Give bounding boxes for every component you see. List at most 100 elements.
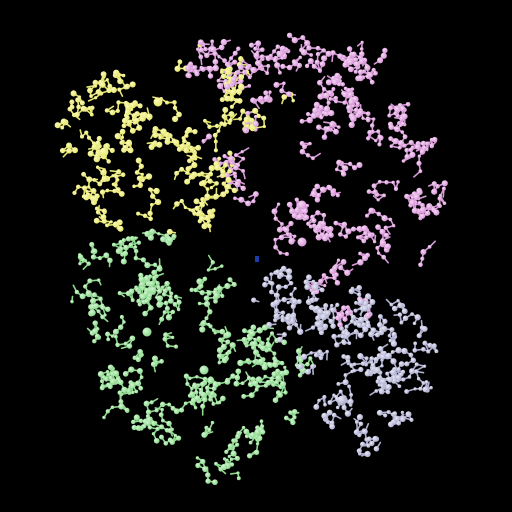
chain-d-atom — [395, 374, 402, 381]
chain-c-atom — [118, 399, 124, 405]
chain-c-atom — [94, 333, 100, 339]
chain-a-atom — [124, 83, 130, 90]
chain-d-atom — [320, 314, 327, 321]
chain-c-atom — [255, 442, 260, 446]
chain-c-atom — [266, 337, 270, 342]
chain-b-atom — [401, 113, 408, 120]
chain-a-atom — [90, 188, 97, 194]
chain-b-atom — [372, 240, 377, 244]
chain-c-atom — [133, 255, 139, 261]
chain-d-atom — [401, 308, 408, 315]
chain-d-atom — [352, 368, 357, 373]
chain-a-atom — [86, 135, 92, 140]
chain-b-atom — [306, 116, 313, 124]
chain-b-atom — [340, 259, 347, 265]
chain-c-atom — [173, 408, 180, 415]
chain-c-atom — [266, 342, 272, 349]
chain-b-atom — [198, 47, 204, 53]
chain-b-atom — [381, 215, 388, 222]
chain-d-atom — [374, 389, 379, 393]
chain-b-atom — [431, 136, 438, 143]
chain-c-atom — [179, 407, 185, 413]
chain-d-atom — [426, 349, 431, 354]
chain-a-atom — [94, 96, 98, 100]
chain-c-atom — [149, 400, 154, 405]
chain-d-atom — [390, 350, 395, 354]
chain-c-atom — [105, 306, 111, 312]
chain-c-atom — [224, 331, 232, 338]
chain-c-atom — [231, 438, 236, 443]
chain-c-atom — [213, 292, 220, 299]
chain-a-atom — [220, 169, 226, 175]
chain-a-atom — [191, 171, 198, 178]
chain-b-atom — [210, 39, 215, 44]
chain-b-atom — [304, 63, 310, 69]
chain-b-atom — [327, 225, 334, 232]
chain-a-atom — [222, 122, 227, 127]
chain-c-atom — [195, 375, 199, 379]
chain-b-atom — [286, 32, 293, 38]
chain-a-atom — [225, 68, 232, 76]
chain-a-atom — [115, 108, 120, 114]
chain-b-atom — [253, 52, 260, 59]
chain-d-atom — [328, 318, 334, 325]
chain-d-atom — [290, 303, 296, 309]
chain-c-atom — [200, 403, 206, 409]
chain-a-atom — [197, 172, 202, 177]
chain-c-atom — [162, 310, 167, 315]
chain-b-atom — [292, 60, 299, 67]
chain-b-atom — [442, 201, 447, 206]
chain-d-atom — [422, 340, 428, 346]
chain-b-atom — [321, 273, 327, 278]
chain-a-atom — [136, 175, 143, 181]
chain-a-atom — [72, 190, 77, 196]
chain-d-atom — [416, 333, 422, 339]
chain-d-atom — [396, 420, 401, 426]
chain-a-atom — [145, 173, 153, 180]
chain-d-atom — [358, 316, 365, 323]
chain-c-atom — [160, 285, 165, 290]
chain-d-atom — [251, 297, 257, 303]
chain-c-atom — [202, 466, 209, 473]
chain-c-atom — [176, 435, 182, 441]
chain-b-atom — [333, 220, 339, 226]
chain-c-atom — [162, 288, 168, 294]
center-marker — [255, 256, 259, 262]
chain-b-atom — [388, 136, 394, 142]
chain-d-atom — [325, 310, 331, 316]
chain-c-atom — [259, 419, 264, 423]
chain-b-atom — [321, 48, 326, 53]
chain-c-atom — [207, 427, 212, 433]
chain-c-atom — [183, 401, 188, 406]
chain-c-atom — [89, 297, 97, 305]
chain-b-atom — [413, 193, 420, 201]
chain-b-atom — [402, 134, 408, 140]
chain-b-atom — [275, 44, 280, 49]
chain-c-atom — [200, 320, 207, 326]
chain-c-atom — [217, 400, 222, 405]
chain-c-atom — [258, 358, 265, 365]
chain-b-atom — [220, 38, 228, 46]
chain-b-atom — [229, 56, 234, 61]
chain-a-atom — [92, 79, 99, 86]
chain-a-atom — [152, 132, 159, 139]
chain-a-atom — [60, 125, 65, 130]
chain-a-atom — [243, 116, 250, 123]
chain-b-atom — [325, 276, 329, 280]
chain-a-atom — [179, 166, 185, 172]
chain-b-atom — [329, 268, 336, 275]
chain-a-atom — [135, 157, 142, 164]
chain-b-atom — [311, 218, 317, 224]
chain-c-atom — [163, 332, 169, 338]
chain-b-atom — [285, 232, 290, 237]
chain-c-atom — [104, 377, 109, 382]
chain-d-atom — [353, 321, 358, 326]
chain-b-atom — [253, 46, 258, 51]
chain-d-atom — [343, 373, 348, 378]
chain-c-atom — [281, 339, 287, 346]
chain-d-atom — [362, 326, 369, 333]
chain-d-atom — [362, 305, 369, 312]
chain-a-atom — [66, 142, 72, 149]
